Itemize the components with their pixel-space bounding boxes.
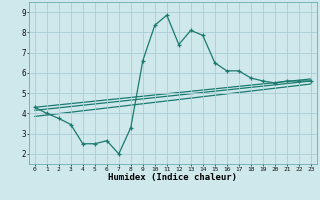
- X-axis label: Humidex (Indice chaleur): Humidex (Indice chaleur): [108, 173, 237, 182]
